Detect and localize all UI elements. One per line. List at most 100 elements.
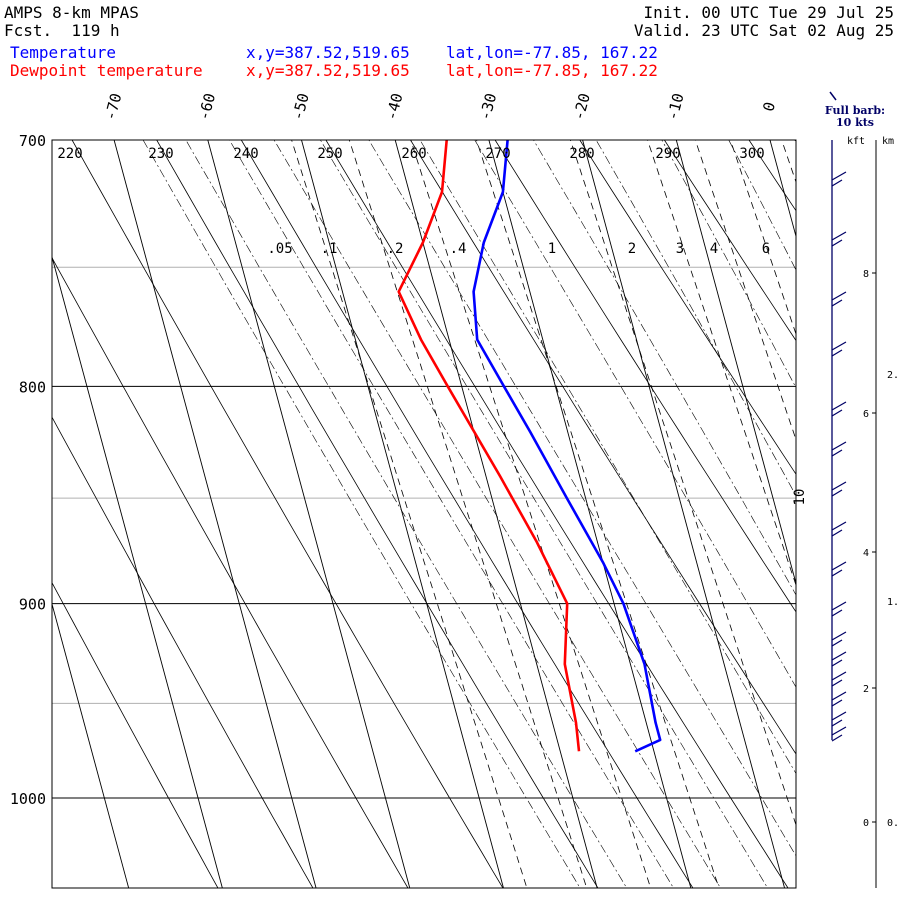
dry-adiabat-line xyxy=(156,140,599,888)
wind-barb xyxy=(831,441,847,451)
wind-barb xyxy=(831,299,843,307)
isotherm-line xyxy=(675,140,796,586)
moist-adiabat-line xyxy=(794,140,796,144)
wind-barb xyxy=(831,561,847,571)
dewpoint-legend-label: Dewpoint temperature xyxy=(10,61,203,80)
dry-adiabat-line xyxy=(663,140,796,342)
isotherm-tick-label: 0 xyxy=(759,100,779,113)
moist-adiabat-line xyxy=(368,140,796,857)
moist-adiabat-line xyxy=(419,140,796,775)
kft-tick-label: 4 xyxy=(863,548,869,559)
mixing-ratio-line xyxy=(410,140,652,888)
dry-adiabat-line xyxy=(410,140,796,755)
isotherm-line xyxy=(864,140,900,888)
isotherm-line xyxy=(0,140,35,888)
temperature-grid-coords: x,y=387.52,519.65 xyxy=(246,43,410,62)
wind-barb xyxy=(831,651,847,661)
wind-barb xyxy=(831,521,847,531)
dry-adiabat-label: 240 xyxy=(233,146,258,162)
mixing-ratio-line xyxy=(729,140,796,336)
isotherm-line xyxy=(769,140,796,239)
km-tick-label: 2. xyxy=(887,370,899,381)
kft-tick-label: 2 xyxy=(863,684,869,695)
mixing-ratio-line xyxy=(647,140,796,587)
pressure-tick-label: 900 xyxy=(19,596,46,614)
wind-barb xyxy=(831,734,843,742)
kft-tick-label: 0 xyxy=(863,818,869,829)
wind-barb xyxy=(831,401,847,411)
wind-barb xyxy=(831,481,847,491)
isotherm-line xyxy=(52,255,223,888)
isotherm-tick-label: -50 xyxy=(288,91,312,122)
dry-adiabat-line xyxy=(494,140,796,613)
wind-barb xyxy=(831,349,843,357)
wind-barb xyxy=(831,659,843,667)
wind-barb xyxy=(831,529,843,537)
isotherm-line xyxy=(488,140,692,888)
moist-adiabat-line xyxy=(185,140,628,888)
kft-tick-label: 8 xyxy=(863,269,869,280)
mixing-ratio-label: .05 xyxy=(267,241,292,257)
pressure-tick-label: 1000 xyxy=(10,790,46,808)
dry-adiabat-line xyxy=(805,0,900,900)
dewpoint-grid-coords: x,y=387.52,519.65 xyxy=(246,61,410,80)
isotherm-tick-label: -40 xyxy=(382,91,406,122)
km-tick-label: 1. xyxy=(887,597,899,608)
wind-barb xyxy=(831,699,843,707)
isotherm-line xyxy=(394,140,598,888)
dry-adiabat-label: 250 xyxy=(317,146,342,162)
dry-adiabat-label: 290 xyxy=(655,146,680,162)
mixing-ratio-line xyxy=(291,140,528,888)
wind-barb xyxy=(831,231,847,241)
temperature-latlon: lat,lon=-77.85, 167.22 xyxy=(446,43,658,62)
moist-adiabat-line xyxy=(320,140,768,888)
isotherm-line xyxy=(113,140,317,888)
dry-adiabat-label: 220 xyxy=(57,146,82,162)
wind-barb xyxy=(831,711,847,721)
dry-adiabat-label: 270 xyxy=(485,146,510,162)
pressure-tick-label: 800 xyxy=(19,378,46,396)
wind-barb xyxy=(831,609,843,617)
mixing-ratio-label: 10 xyxy=(792,489,808,506)
moist-adiabat-line xyxy=(142,140,581,888)
wind-barb xyxy=(831,489,843,497)
moist-adiabat-line xyxy=(728,140,796,271)
km-axis-label: km xyxy=(882,136,894,147)
temperature-profile-line xyxy=(472,140,662,753)
mixing-ratio-line xyxy=(348,140,588,888)
mixing-ratio-label: 2 xyxy=(628,241,636,257)
dewpoint-latlon: lat,lon=-77.85, 167.22 xyxy=(446,61,658,80)
dry-adiabat-label: 280 xyxy=(569,146,594,162)
wind-barb xyxy=(831,726,847,736)
dry-adiabat-line xyxy=(888,0,900,900)
wind-barb xyxy=(831,691,847,701)
moist-adiabat-line xyxy=(595,140,796,497)
isotherm-tick-label: -30 xyxy=(476,91,500,122)
isotherm-line xyxy=(301,140,504,888)
dry-adiabat-line xyxy=(748,140,796,212)
barb-legend-sample xyxy=(829,91,837,101)
wind-profile-column: Full barb: 10 kts kft km 0 2 4 6 8 0. 1. 2. xyxy=(825,91,899,888)
wind-barb xyxy=(831,639,843,647)
wind-barb xyxy=(831,601,847,611)
dry-adiabat-line xyxy=(325,140,789,888)
wind-barb xyxy=(831,671,847,681)
isotherm-line xyxy=(582,140,785,888)
wind-barb xyxy=(831,291,847,301)
pressure-tick-label: 700 xyxy=(19,132,46,150)
wind-barb xyxy=(831,409,843,417)
moist-adiabat-line xyxy=(533,140,796,596)
mixing-ratio-label: 3 xyxy=(676,241,684,257)
dry-adiabat-line xyxy=(52,581,219,888)
dry-adiabat-line xyxy=(579,140,796,475)
mixing-ratio-label: .1 xyxy=(321,241,338,257)
dewpoint-profile-line xyxy=(397,140,581,752)
wind-barb xyxy=(831,569,843,577)
mixing-ratio-label: 6 xyxy=(762,241,770,257)
wind-barb xyxy=(831,631,847,641)
wind-barb xyxy=(831,239,843,247)
wind-barb xyxy=(831,171,847,181)
isotherm-line xyxy=(52,602,130,888)
